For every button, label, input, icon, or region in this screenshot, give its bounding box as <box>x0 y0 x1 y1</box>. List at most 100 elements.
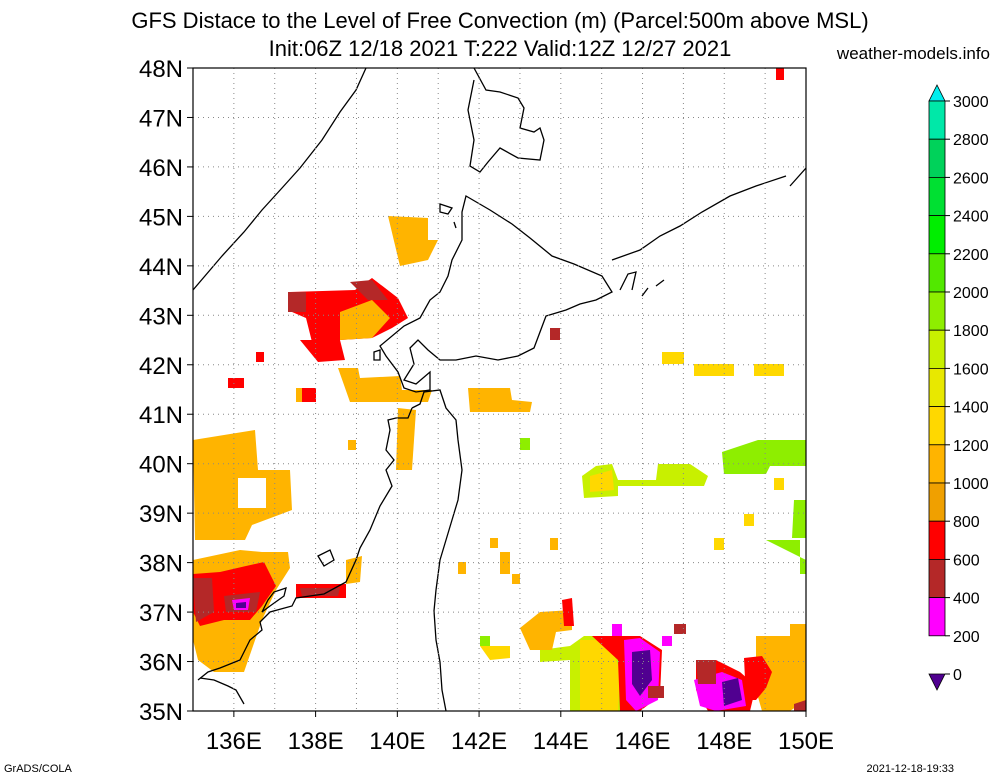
lon-tick-label: 150E <box>778 728 834 755</box>
field-patch <box>776 68 784 80</box>
lon-tick-label: 146E <box>615 728 671 755</box>
lon-tick-label: 140E <box>369 728 425 755</box>
colorbar-label: 800 <box>953 514 980 531</box>
field-patch <box>348 440 356 450</box>
colorbar-swatch <box>928 520 946 560</box>
field-patch <box>300 340 345 362</box>
field-patch <box>714 538 724 550</box>
lat-tick-label: 35N <box>139 699 183 726</box>
field-patch <box>612 624 622 636</box>
colorbar-label: 2800 <box>953 132 989 149</box>
field-patch <box>662 352 684 364</box>
field-patch <box>346 556 362 584</box>
colorbar-swatch <box>928 597 946 637</box>
lat-axis: 48N 47N 46N 45N 44N 43N 42N 41N 40N 39N 38N 37N 36N 3… <box>139 56 193 726</box>
field-patch <box>350 280 388 300</box>
field-patch <box>256 352 264 362</box>
lon-tick-label: 136E <box>206 728 262 755</box>
map-frame <box>192 67 807 712</box>
coastline-hokkaido <box>379 195 613 393</box>
field-patch <box>580 640 620 711</box>
coastline-oki <box>199 677 245 705</box>
lat-tick-label: 37N <box>139 600 183 627</box>
footer-software: GrADS/COLA <box>4 763 72 775</box>
colorbar-label: 1800 <box>953 323 989 340</box>
colorbar-swatch <box>928 673 946 691</box>
colorbar-swatch <box>928 482 946 522</box>
chart-subtitle: Init:06Z 12/18 2021 T:222 Valid:12Z 12/2… <box>268 36 732 61</box>
field-patch <box>550 328 560 340</box>
colorbar-swatch <box>928 291 946 331</box>
coastline-sakhalin <box>467 68 545 173</box>
field-patch <box>694 364 734 376</box>
field-patch <box>480 646 510 660</box>
colorbar-swatch <box>928 84 946 102</box>
field-patch <box>674 624 686 634</box>
colorbar-label: 1600 <box>953 361 989 378</box>
colorbar-label: 2600 <box>953 170 989 187</box>
colorbar-swatch <box>928 559 946 599</box>
field-patch <box>238 478 266 508</box>
coastline-sado <box>317 549 335 567</box>
field-patch <box>722 678 742 706</box>
field-patch <box>662 636 672 646</box>
field-patch <box>193 578 214 622</box>
field-patch <box>340 300 390 340</box>
field-patch <box>512 574 520 584</box>
colorbar-swatch <box>928 444 946 484</box>
field-patch <box>288 292 306 312</box>
graticule <box>193 68 806 711</box>
colorbar-swatch <box>928 406 946 446</box>
lon-tick-label: 138E <box>288 728 344 755</box>
colorbar-swatch <box>928 138 946 178</box>
field-patch <box>766 500 806 574</box>
field-patch <box>696 660 716 684</box>
colorbar-swatch <box>928 329 946 369</box>
lat-tick-label: 47N <box>139 105 183 132</box>
colorbar-swatch <box>928 367 946 407</box>
colorbar-swatch <box>928 253 946 293</box>
field-patch <box>228 378 244 388</box>
colorbar-label: 1200 <box>953 438 989 455</box>
colorbar-label: 3000 <box>953 94 989 111</box>
lat-tick-label: 46N <box>139 155 183 182</box>
coastline-layer <box>193 68 806 711</box>
field-patch <box>500 552 510 574</box>
lat-tick-label: 40N <box>139 452 183 479</box>
coastline-honshu <box>197 389 463 711</box>
colorbar-label: 2400 <box>953 209 989 226</box>
lat-tick-label: 39N <box>139 501 183 528</box>
colorbar-label: 0 <box>953 667 962 684</box>
lat-tick-label: 41N <box>139 402 183 429</box>
colorbar-label: 1000 <box>953 476 989 493</box>
lat-tick-label: 36N <box>139 650 183 677</box>
coastline-island <box>373 203 457 361</box>
field-patch <box>744 514 754 526</box>
coastline-kurils <box>611 167 806 297</box>
lon-tick-label: 148E <box>696 728 752 755</box>
colorbar-label: 600 <box>953 552 980 569</box>
colorbar-label: 2000 <box>953 285 989 302</box>
field-patch <box>338 368 432 402</box>
colorbar: 3000280026002400220020001800160014001200… <box>928 84 989 691</box>
field-patch <box>302 388 316 402</box>
colorbar-label: 1400 <box>953 400 989 417</box>
lfc-field <box>193 68 806 711</box>
lat-tick-label: 43N <box>139 303 183 330</box>
lat-tick-label: 48N <box>139 56 183 83</box>
field-patch <box>520 610 572 650</box>
field-patch <box>756 624 806 711</box>
field-patch <box>632 650 652 696</box>
lon-axis: 136E 138E 140E 142E 144E 146E 148E 150E <box>206 711 834 755</box>
lat-tick-label: 44N <box>139 254 183 281</box>
lat-tick-label: 38N <box>139 551 183 578</box>
field-patch <box>468 388 532 412</box>
field-patch <box>722 440 806 474</box>
lon-tick-label: 142E <box>451 728 507 755</box>
field-patch <box>754 364 784 376</box>
field-patch <box>458 562 466 574</box>
chart-title: GFS Distace to the Level of Free Convect… <box>131 8 869 33</box>
colorbar-label: 200 <box>953 629 980 646</box>
field-patch <box>396 408 416 470</box>
